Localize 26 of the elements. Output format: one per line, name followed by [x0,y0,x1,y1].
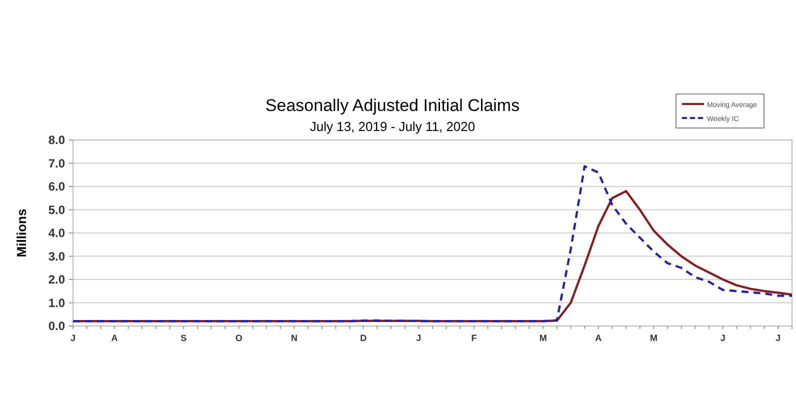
y-tick-label: 3.0 [48,249,66,264]
x-tick-label: J [70,333,76,343]
x-tick-label: M [650,333,658,343]
y-tick-label: 6.0 [48,180,66,194]
y-axis-title: Millions [14,208,29,258]
chart-title: Seasonally Adjusted Initial Claims [265,96,520,115]
y-tick-label: 5.0 [48,202,66,217]
x-tick-label: A [111,333,118,343]
y-tick-label: 8.0 [48,133,66,147]
x-tick-label: A [595,333,602,343]
y-tick-label: 0.0 [48,319,66,333]
y-tick-label: 2.0 [48,272,66,286]
x-tick-label: N [290,333,298,343]
x-tick-label: O [235,333,242,343]
x-tick-label: S [180,333,187,343]
x-tick-label: M [539,333,547,343]
x-tick-label: J [720,333,726,343]
y-tick-label: 7.0 [48,156,66,170]
x-tick-label: J [776,333,781,343]
x-tick-label: F [471,333,478,343]
line-series [72,165,794,322]
x-tick-label: D [360,333,368,343]
x-tick-label: J [416,333,422,343]
chart-subtitle: July 13, 2019 - July 11, 2020 [310,119,476,134]
y-tick-label: 1.0 [48,296,66,310]
y-tick-label: 4.0 [48,226,66,240]
